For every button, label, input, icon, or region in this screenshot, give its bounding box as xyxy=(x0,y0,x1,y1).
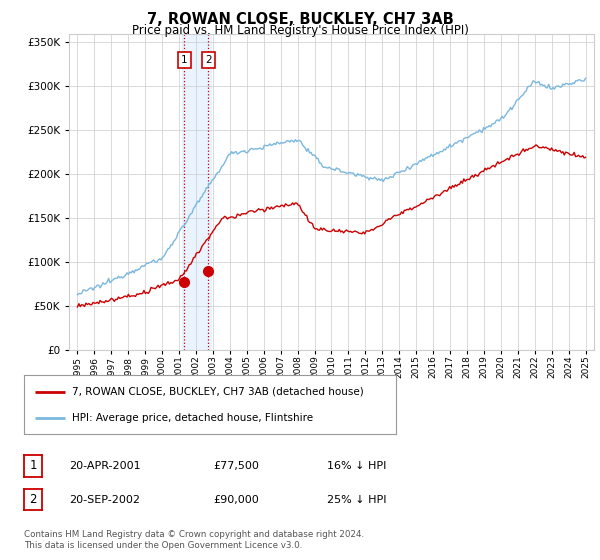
Text: This data is licensed under the Open Government Licence v3.0.: This data is licensed under the Open Gov… xyxy=(24,541,302,550)
Text: 2: 2 xyxy=(205,55,212,65)
Text: 7, ROWAN CLOSE, BUCKLEY, CH7 3AB (detached house): 7, ROWAN CLOSE, BUCKLEY, CH7 3AB (detach… xyxy=(73,386,364,396)
Text: £77,500: £77,500 xyxy=(213,461,259,471)
Text: £90,000: £90,000 xyxy=(213,494,259,505)
Text: Contains HM Land Registry data © Crown copyright and database right 2024.: Contains HM Land Registry data © Crown c… xyxy=(24,530,364,539)
Text: 20-SEP-2002: 20-SEP-2002 xyxy=(69,494,140,505)
Text: 7, ROWAN CLOSE, BUCKLEY, CH7 3AB: 7, ROWAN CLOSE, BUCKLEY, CH7 3AB xyxy=(146,12,454,27)
Text: 1: 1 xyxy=(29,459,37,473)
Text: HPI: Average price, detached house, Flintshire: HPI: Average price, detached house, Flin… xyxy=(73,413,313,423)
Bar xyxy=(182,34,211,350)
Text: Price paid vs. HM Land Registry's House Price Index (HPI): Price paid vs. HM Land Registry's House … xyxy=(131,24,469,36)
Text: 16% ↓ HPI: 16% ↓ HPI xyxy=(327,461,386,471)
Text: 25% ↓ HPI: 25% ↓ HPI xyxy=(327,494,386,505)
Text: 2: 2 xyxy=(29,493,37,506)
Text: 1: 1 xyxy=(181,55,187,65)
Text: 20-APR-2001: 20-APR-2001 xyxy=(69,461,140,471)
